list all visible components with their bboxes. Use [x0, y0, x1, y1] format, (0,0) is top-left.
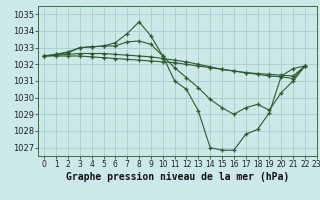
X-axis label: Graphe pression niveau de la mer (hPa): Graphe pression niveau de la mer (hPa)	[66, 172, 289, 182]
